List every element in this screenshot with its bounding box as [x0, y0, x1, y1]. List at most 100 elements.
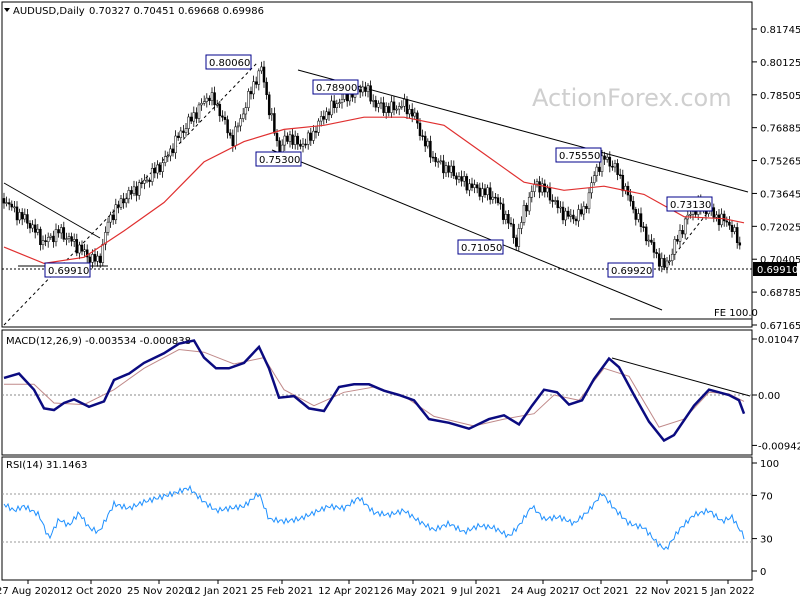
candle-body [228, 132, 232, 136]
candle-body [96, 255, 99, 262]
rsi-tick-label: 0 [760, 567, 766, 578]
candlestick-series [2, 60, 742, 274]
candle-body [226, 119, 229, 134]
candle-body [512, 223, 515, 239]
sma-line [3, 116, 745, 265]
candle-body [587, 192, 591, 209]
candle-body [184, 128, 188, 133]
candle-body [559, 206, 562, 209]
candle-body [475, 184, 479, 189]
svg-text:0.75550: 0.75550 [559, 151, 600, 162]
trendline-early-down [3, 182, 101, 239]
candle-body [52, 235, 55, 243]
candle-body [683, 218, 687, 235]
candle-body [449, 165, 453, 173]
candle-body [501, 203, 505, 220]
candle-body [634, 209, 638, 220]
candle-body [244, 107, 248, 115]
candle-body [161, 162, 164, 172]
candle-body [520, 222, 523, 229]
price-tick-label: 0.78505 [760, 91, 800, 102]
candle-body [673, 239, 677, 255]
candle-body [509, 222, 513, 225]
candle-body [312, 130, 315, 141]
candle-body [611, 165, 614, 168]
current-price-tag [753, 262, 797, 276]
candle-body [189, 116, 193, 122]
candle-body [603, 155, 606, 160]
candle-body [637, 213, 640, 220]
candle-body [140, 182, 144, 184]
candle-body [647, 239, 651, 242]
candle-body [150, 167, 154, 182]
candle-body [410, 109, 414, 117]
candle-body [145, 179, 149, 182]
candle-body [735, 227, 739, 243]
candle-body [247, 91, 250, 108]
candle-body [5, 202, 8, 204]
annotation-0.69910: 0.69910 [44, 262, 91, 278]
candle-body [44, 240, 47, 242]
candle-body [299, 143, 302, 147]
candle-body [39, 228, 42, 246]
candle-body [413, 112, 417, 117]
candle-body [657, 253, 661, 267]
candle-body [728, 221, 731, 226]
candle-body [556, 200, 560, 209]
candle-body [514, 237, 518, 247]
candle-body [652, 242, 656, 253]
candle-body [358, 89, 362, 93]
candle-body [444, 165, 448, 174]
candle-body [221, 115, 224, 118]
candle-body [119, 198, 123, 208]
candle-body [618, 174, 622, 176]
candle-body [525, 205, 528, 212]
candle-body [213, 92, 216, 106]
price-tick-label: 0.80125 [760, 58, 800, 69]
rsi-panel-frame [1, 456, 753, 581]
candle-body [655, 252, 658, 254]
candle-body [205, 97, 209, 102]
candle-body [681, 230, 684, 235]
candle-body [93, 254, 97, 262]
candle-body [210, 92, 214, 101]
candle-body [75, 239, 79, 254]
candle-body [137, 182, 141, 196]
candle-body [423, 135, 427, 147]
candle-body [130, 190, 133, 194]
candle-body [325, 111, 328, 120]
candle-body [59, 227, 63, 234]
candle-body [176, 135, 180, 138]
candle-body [725, 220, 729, 223]
dropdown-arrow-icon[interactable] [4, 8, 10, 12]
price-tick-label: 0.70405 [760, 255, 800, 266]
candle-body [382, 102, 385, 113]
date-tick-label: 12 Apr 2021 [318, 586, 380, 597]
candle-body [257, 70, 261, 85]
annotation-0.71050: 0.71050 [457, 239, 504, 255]
candle-body [694, 211, 697, 215]
candle-body [546, 187, 549, 193]
rsi-tick-label: 100 [760, 459, 779, 470]
candle-body [65, 238, 68, 240]
candle-body [327, 111, 331, 116]
candle-body [543, 183, 547, 193]
candle-body [426, 140, 430, 147]
candle-body [384, 106, 388, 113]
candle-body [540, 183, 544, 193]
candle-body [80, 244, 84, 252]
macd-line [3, 339, 746, 443]
annotation-0.78900: 0.78900 [312, 79, 359, 95]
candle-body [491, 196, 495, 200]
price-tick-label: 0.72025 [760, 222, 800, 233]
candle-body [317, 120, 320, 133]
candle-body [364, 86, 367, 92]
candle-body [691, 211, 695, 215]
price-tick-label: 0.76885 [760, 124, 800, 135]
candle-body [533, 183, 536, 192]
rsi-title: RSI(14) 31.1463 [6, 460, 87, 471]
candle-body [135, 186, 138, 196]
candle-body [200, 102, 203, 106]
candle-body [650, 239, 653, 243]
